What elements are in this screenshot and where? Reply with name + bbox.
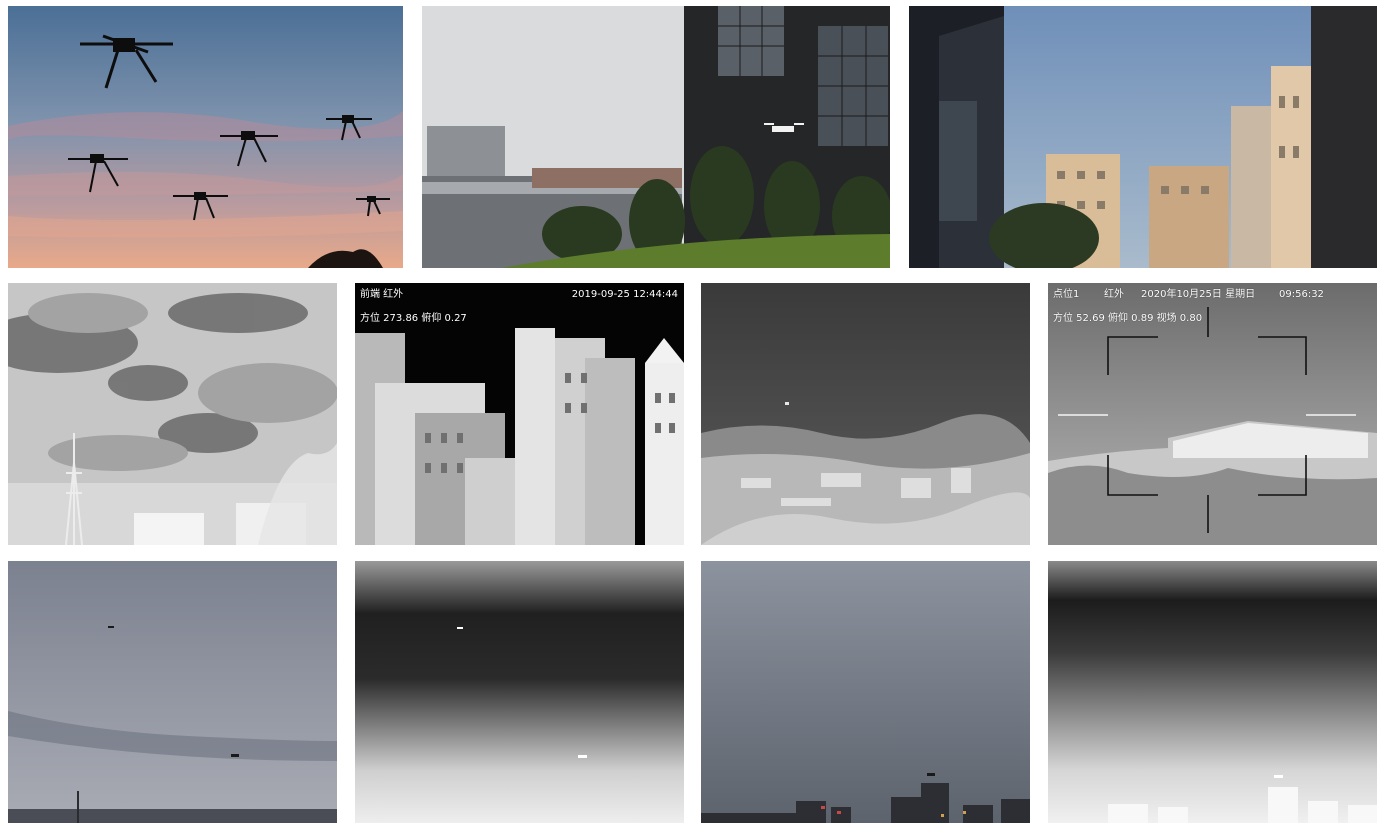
thermal-reticle-view: 点位1 红外 2020年10月25日 星期日 09:56:32 方位 52.69… (1048, 283, 1377, 545)
overlay-angles: 方位 273.86 俯仰 0.27 (360, 313, 467, 324)
drone-icon (457, 627, 463, 629)
drone-icon (785, 402, 789, 405)
photo-drone-swarm-sunset (8, 6, 403, 268)
photo-grey-sky-drones (8, 561, 337, 823)
overlay-angles-fov: 方位 52.69 俯仰 0.89 视场 0.80 (1053, 313, 1203, 324)
drone-icon (108, 626, 114, 628)
thermal-city-buildings: 前端 红外 2019-09-25 12:44:44 方位 273.86 俯仰 0… (355, 283, 684, 545)
thermal-gradient-sky-drones (355, 561, 684, 823)
drone-icon (1274, 775, 1283, 778)
drone-icon (231, 754, 239, 757)
thermal-valley-town (701, 283, 1030, 545)
thermal-dark-band-skyline (1048, 561, 1377, 823)
overlay-channel: 前端 红外 (360, 289, 404, 300)
reticle-icon (1107, 307, 1307, 533)
overlay-time: 09:56:32 (1279, 289, 1324, 300)
overlay-mode: 红外 (1104, 289, 1124, 300)
thermal-clouds-tower (8, 283, 337, 545)
photo-drone-sky-buildings (909, 6, 1377, 268)
drone-icon (927, 773, 935, 776)
drone-icon (578, 755, 587, 758)
overlay-point: 点位1 (1053, 289, 1080, 300)
overlay-date: 2020年10月25日 星期日 (1141, 289, 1256, 300)
photo-drone-campus-building (422, 6, 890, 268)
photo-overcast-skyline (701, 561, 1030, 823)
overlay-datetime: 2019-09-25 12:44:44 (571, 289, 678, 300)
